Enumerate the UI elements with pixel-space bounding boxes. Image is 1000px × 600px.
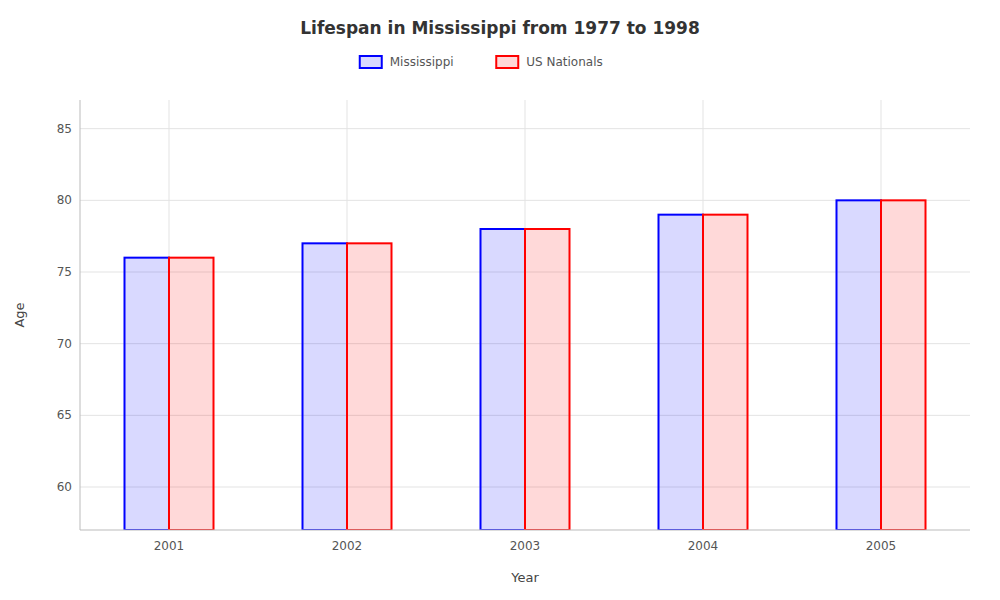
bar [125, 258, 170, 530]
bar [659, 215, 704, 530]
bar [169, 258, 214, 530]
y-tick-label: 75 [57, 265, 72, 279]
y-tick-label: 60 [57, 480, 72, 494]
y-axis-label: Age [12, 302, 27, 327]
y-tick-label: 80 [57, 193, 72, 207]
legend-label: US Nationals [526, 55, 602, 69]
bar [303, 243, 348, 530]
y-tick-label: 85 [57, 122, 72, 136]
bar [347, 243, 392, 530]
x-axis-label: Year [510, 570, 539, 585]
legend-swatch [360, 56, 382, 68]
chart-container: 60 65 70 75 80 85 2001 2002 2003 2004 2005 Year Age L… [0, 0, 1000, 600]
chart-svg: 60 65 70 75 80 85 2001 2002 2003 2004 2005 Year Age L… [0, 0, 1000, 600]
x-axis-line [80, 530, 970, 531]
x-tick-label: 2001 [154, 539, 185, 553]
grid [80, 100, 970, 530]
bars [125, 200, 926, 530]
x-tick-label: 2003 [510, 539, 541, 553]
bar [881, 200, 926, 530]
x-tick-label: 2002 [332, 539, 363, 553]
legend: Mississippi US Nationals [360, 55, 603, 69]
y-tick-label: 65 [57, 408, 72, 422]
legend-label: Mississippi [390, 55, 454, 69]
x-tick-label: 2004 [688, 539, 719, 553]
legend-swatch [496, 56, 518, 68]
bar [481, 229, 526, 530]
title: Lifespan in Mississippi from 1977 to 199… [300, 18, 700, 38]
y-tick-label: 70 [57, 337, 72, 351]
bar [703, 215, 748, 530]
x-tick-label: 2005 [866, 539, 897, 553]
bar [837, 200, 882, 530]
bar [525, 229, 570, 530]
y-axis-line [80, 100, 81, 530]
